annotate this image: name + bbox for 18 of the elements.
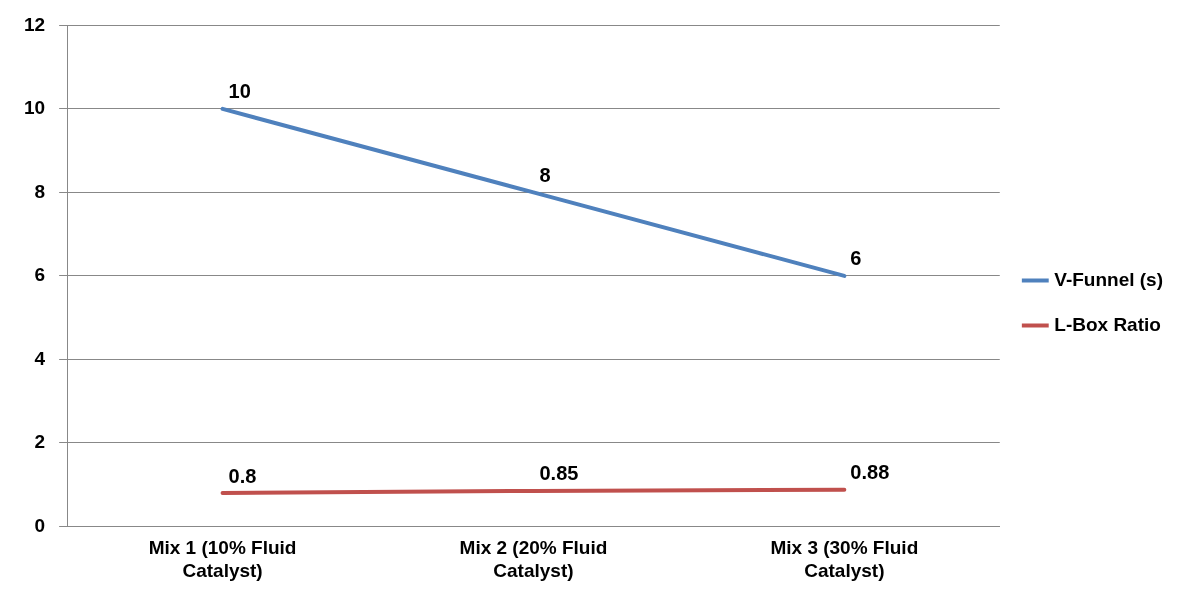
y-tick-label: 0 [34, 514, 46, 536]
y-tick-label: 12 [23, 13, 46, 35]
data-label: 0.8 [228, 464, 257, 487]
y-tick-label: 6 [34, 264, 46, 286]
legend-label: L-Box Ratio [1054, 313, 1161, 335]
x-tick-label: Mix 2 (20% Fluid Catalyst) [459, 537, 608, 581]
legend-label: V-Funnel (s) [1054, 268, 1164, 290]
data-label: 8 [539, 163, 551, 186]
x-tick-label: Mix 3 (30% Fluid Catalyst) [770, 537, 919, 581]
x-tick-label: Mix 1 (10% Fluid Catalyst) [148, 537, 297, 581]
y-tick-label: 4 [34, 347, 46, 369]
y-tick-label: 8 [34, 180, 46, 202]
data-label: 0.85 [539, 462, 579, 485]
data-label: 10 [228, 80, 251, 103]
data-label: 6 [850, 247, 862, 270]
y-tick-label: 10 [23, 97, 46, 119]
data-label: 0.88 [850, 461, 890, 484]
y-tick-label: 2 [34, 431, 46, 453]
